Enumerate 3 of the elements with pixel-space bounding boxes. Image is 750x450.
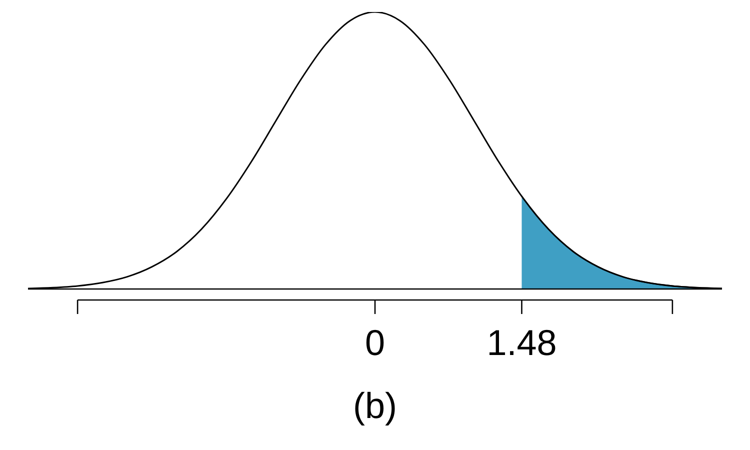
x-axis-title: (b) bbox=[353, 385, 397, 426]
x-tick-label: 1.48 bbox=[486, 322, 557, 363]
x-tick-label: 0 bbox=[364, 322, 386, 363]
